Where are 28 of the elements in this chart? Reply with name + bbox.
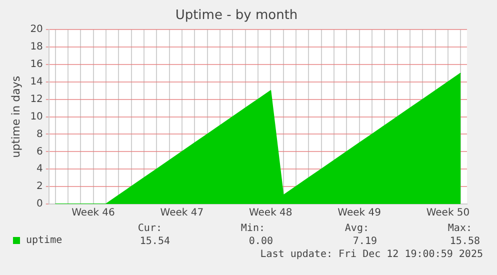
text: Max:	[448, 223, 472, 234]
x-tick-label: Week 47	[160, 208, 204, 219]
y-tick-label: 0	[36, 198, 43, 210]
y-tick-label: 14	[30, 76, 43, 88]
text: Avg:	[344, 223, 369, 234]
x-tick-label: Week 50	[426, 208, 470, 219]
text: 15.58	[450, 236, 480, 247]
y-tick-label: 10	[30, 111, 43, 122]
x-tick-label: Week 46	[72, 208, 115, 219]
y-tick-label: 16	[30, 59, 43, 70]
y-tick-label: 18	[30, 42, 43, 53]
y-tick-label: 6	[36, 146, 43, 158]
text: 15.54	[140, 236, 170, 247]
y-tick-label: 8	[36, 128, 43, 140]
x-tick-label: Week 49	[338, 208, 381, 219]
text: Last update: Fri Dec 12 19:00:59 2025	[260, 249, 483, 260]
x-tick-label: Week 48	[248, 208, 292, 219]
y-tick-label: 4	[36, 164, 43, 175]
text: Min:	[240, 223, 265, 234]
chart-title: Uptime - by month	[175, 8, 298, 24]
y-tick-label: 12	[30, 94, 43, 105]
text: 0.00	[248, 236, 273, 247]
y-tick-label: 2	[36, 181, 43, 192]
y-tick-label: 20	[30, 24, 43, 36]
text: Cur:	[138, 223, 162, 234]
text: 7.19	[352, 236, 377, 247]
y-axis-title: uptime in days	[9, 76, 22, 158]
legend-label: uptime	[26, 235, 62, 246]
